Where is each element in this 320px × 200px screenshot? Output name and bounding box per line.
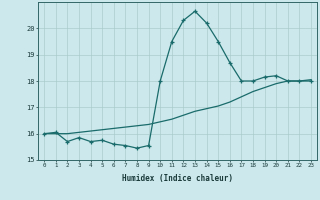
X-axis label: Humidex (Indice chaleur): Humidex (Indice chaleur) — [122, 174, 233, 183]
